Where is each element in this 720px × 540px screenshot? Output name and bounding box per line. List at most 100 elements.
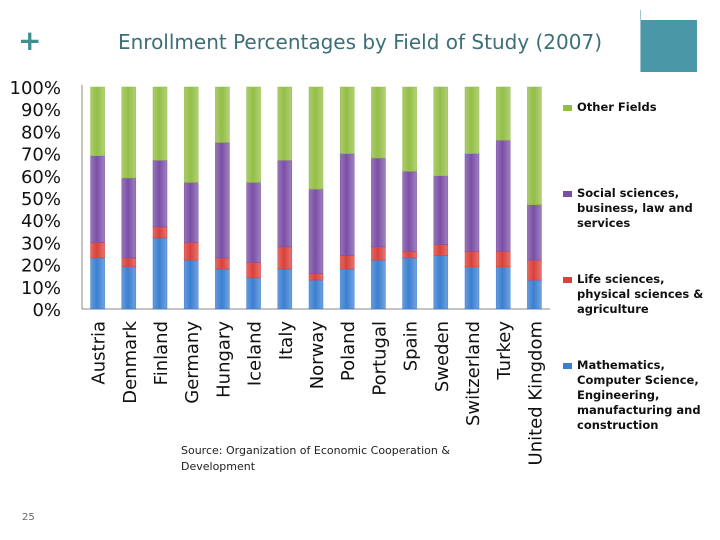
bar-segment [402, 251, 417, 259]
accent-square [641, 20, 697, 72]
bar-segment [246, 262, 261, 279]
legend-swatch [563, 191, 572, 197]
bar-segment [339, 86, 355, 154]
bar-segment [371, 246, 386, 261]
x-tick-label: Poland [338, 321, 359, 381]
legend-swatch [563, 277, 572, 283]
bar-segment [121, 86, 137, 179]
y-tick-label: 40% [21, 211, 61, 232]
bar-segment [308, 86, 324, 190]
bar-segment [495, 266, 511, 310]
bar-segment [402, 171, 417, 252]
bar-segment [464, 266, 480, 310]
bar-segment [527, 204, 542, 261]
y-tick-label: 90% [21, 100, 61, 121]
y-tick-label: 50% [21, 189, 61, 210]
x-tick-label: Denmark [120, 320, 141, 403]
source-note: Source: Organization of Economic Coopera… [181, 444, 450, 473]
legend-swatch [563, 105, 572, 111]
bar-segment [246, 86, 261, 183]
bar-segment [215, 86, 230, 143]
slide-title: Enrollment Percentages by Field of Study… [117, 30, 603, 54]
bar-segment [152, 86, 168, 161]
x-tick-label: United Kingdom [525, 321, 546, 465]
y-tick-label: 100% [10, 78, 61, 99]
bar-segment [308, 273, 324, 281]
y-tick-label: 30% [21, 233, 61, 254]
bar-segment [90, 155, 105, 243]
bar-segment [464, 251, 480, 268]
bar-segment [277, 86, 293, 161]
bar-segment [402, 86, 417, 172]
y-tick-label: 0% [32, 300, 61, 321]
bar-segment [371, 86, 386, 159]
bar-segment [277, 160, 293, 248]
y-tick-label: 80% [21, 122, 61, 143]
x-tick-label: Sweden [432, 321, 453, 392]
bar-segment [215, 257, 230, 270]
bar-segment [371, 157, 386, 248]
bar-segment [183, 259, 199, 310]
bar-segment [121, 257, 137, 268]
x-tick-label: Iceland [245, 321, 266, 386]
bar-segment [183, 242, 199, 261]
bar-segment [527, 86, 542, 205]
bar-segment [433, 175, 449, 245]
legend-label: Life sciences, physical sciences & agric… [577, 272, 704, 316]
x-tick-label: Turkey [494, 321, 515, 381]
bar-segment [339, 268, 355, 310]
x-tick-label: Hungary [213, 321, 234, 398]
x-tick-label: Norway [307, 321, 328, 390]
bar-segment [433, 244, 449, 256]
x-tick-label: Italy [276, 321, 297, 360]
plus-icon: + [18, 24, 42, 57]
bar-segment [183, 182, 199, 243]
bar-segment [90, 242, 105, 259]
bar-segment [152, 160, 168, 228]
y-tick-label: 60% [21, 167, 61, 188]
bar-segment [339, 255, 355, 270]
x-tick-label: Switzerland [463, 321, 484, 426]
y-tick-label: 20% [21, 256, 61, 277]
bar-segment [495, 140, 511, 252]
x-tick-label: Austria [89, 321, 110, 385]
x-tick-label: Portugal [369, 321, 390, 396]
bar-segment [433, 86, 449, 177]
bar-segment [90, 257, 105, 310]
legend-swatch [563, 363, 572, 369]
bar-segment [215, 268, 230, 310]
bar-segment [152, 237, 168, 310]
legend-label: Social sciences, business, law and servi… [577, 186, 693, 230]
bar-segment [121, 266, 137, 310]
bar-segment [433, 255, 449, 310]
x-tick-label: Germany [182, 321, 203, 404]
bar-segment [215, 142, 230, 259]
bar-segment [464, 86, 480, 154]
bar-segment [495, 251, 511, 268]
bar-segment [277, 268, 293, 310]
y-tick-label: 70% [21, 145, 61, 166]
bar-segment [371, 259, 386, 310]
bar-segment [495, 86, 511, 141]
bar-segment [121, 177, 137, 259]
bar-segment [308, 188, 324, 274]
bar-segment [152, 226, 168, 239]
legend-label: Mathematics, Computer Science, Engineeri… [577, 358, 701, 432]
x-tick-label: Spain [401, 321, 422, 371]
bar-segment [246, 182, 261, 263]
legend-label: Other Fields [577, 100, 657, 114]
bar-segment [339, 153, 355, 256]
bar-segment [527, 259, 542, 281]
bar-segment [464, 153, 480, 252]
bar-segment [527, 279, 542, 310]
bar-segment [183, 86, 199, 183]
bar-segment [308, 279, 324, 310]
corner-divider [640, 10, 641, 72]
x-tick-label: Finland [151, 321, 172, 385]
bar-segment [90, 86, 105, 157]
page-number: 25 [22, 512, 35, 523]
y-tick-label: 10% [21, 278, 61, 299]
bar-segment [402, 257, 417, 310]
bar-segment [246, 277, 261, 310]
